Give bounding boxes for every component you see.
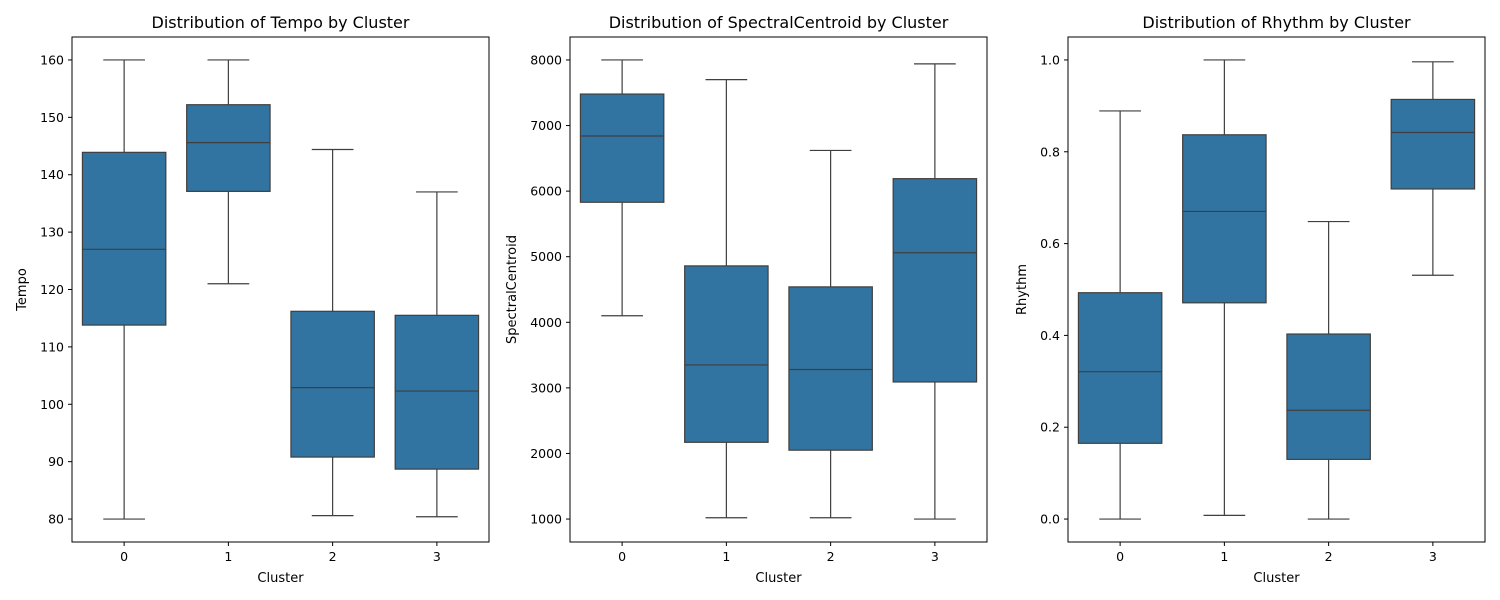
box-cluster-1 xyxy=(186,59,271,285)
box-cluster-0 xyxy=(81,59,167,520)
box-iqr xyxy=(394,314,480,470)
box-cluster-3 xyxy=(1390,61,1476,276)
axes-frame xyxy=(569,36,988,543)
x-tick-label: 2 xyxy=(827,549,835,564)
axes-frame xyxy=(1067,36,1486,543)
y-axis-label: Rhythm xyxy=(1015,264,1030,315)
y-tick-label: 0.6 xyxy=(1040,236,1060,251)
y-tick-label: 90 xyxy=(48,454,64,469)
y-tick-label: 7000 xyxy=(530,118,562,133)
box-cluster-1 xyxy=(1182,59,1267,516)
x-tick-label: 2 xyxy=(329,549,337,564)
y-tick-label: 150 xyxy=(40,110,64,125)
panel-title: Distribution of Rhythm by Cluster xyxy=(1142,13,1411,32)
x-axis-label: Cluster xyxy=(755,571,802,586)
y-axis-label: Tempo xyxy=(15,268,30,312)
x-axis-label: Cluster xyxy=(257,571,304,586)
box-iqr xyxy=(684,265,769,443)
panel-title: Distribution of SpectralCentroid by Clus… xyxy=(609,13,949,32)
y-tick-label: 4000 xyxy=(530,315,562,330)
x-tick-label: 1 xyxy=(722,549,730,564)
x-axis-label: Cluster xyxy=(1253,571,1300,586)
box-iqr xyxy=(892,178,978,383)
box-cluster-0 xyxy=(579,59,665,317)
y-tick-label: 80 xyxy=(48,512,64,527)
panel-rhythm: 0.0 0.2 0.4 0.6 0.8 1.0 0 1 2 3 Distribution of Rh… xyxy=(1015,13,1486,586)
y-tick-label: 120 xyxy=(40,282,64,297)
panel-spectralcentroid: 1000 2000 3000 4000 5000 6000 7000 8000 0 1 2 3 Dist… xyxy=(505,13,988,586)
box-iqr xyxy=(186,104,271,192)
y-tick-label: 100 xyxy=(40,397,64,412)
panel-tempo: 80 90 100 110 120 130 140 150 160 0 1 2 3 Distributio… xyxy=(15,13,490,586)
y-tick-label: 140 xyxy=(40,167,64,182)
y-tick-label: 130 xyxy=(40,225,64,240)
box-iqr xyxy=(290,310,375,458)
box-iqr xyxy=(1077,292,1163,444)
y-tick-label: 1000 xyxy=(530,512,562,527)
box-cluster-2 xyxy=(788,149,873,519)
box-iqr xyxy=(1390,98,1476,190)
y-axis-label: SpectralCentroid xyxy=(505,235,520,344)
box-iqr xyxy=(1182,134,1267,304)
y-tick-label: 1.0 xyxy=(1040,52,1060,67)
box-cluster-0 xyxy=(1077,110,1163,520)
x-tick-label: 0 xyxy=(120,549,128,564)
box-cluster-2 xyxy=(290,148,375,517)
box-iqr xyxy=(579,93,665,203)
x-tick-label: 3 xyxy=(433,549,441,564)
y-tick-label: 0.4 xyxy=(1040,328,1060,343)
box-iqr xyxy=(788,286,873,451)
x-tick-label: 0 xyxy=(1116,549,1124,564)
box-iqr xyxy=(81,151,167,326)
box-cluster-3 xyxy=(892,63,978,520)
panel-title: Distribution of Tempo by Cluster xyxy=(152,13,410,32)
x-tick-label: 3 xyxy=(931,549,939,564)
y-tick-label: 5000 xyxy=(530,249,562,264)
y-tick-label: 110 xyxy=(40,339,64,354)
box-iqr xyxy=(1286,333,1371,460)
y-tick-label: 3000 xyxy=(530,380,562,395)
x-tick-label: 0 xyxy=(618,549,626,564)
y-tick-label: 0.8 xyxy=(1040,144,1060,159)
y-tick-label: 0.2 xyxy=(1040,420,1060,435)
x-tick-label: 2 xyxy=(1325,549,1333,564)
x-tick-label: 1 xyxy=(1220,549,1228,564)
box-cluster-1 xyxy=(684,79,769,519)
x-tick-label: 3 xyxy=(1429,549,1437,564)
y-tick-label: 2000 xyxy=(530,446,562,461)
x-tick-label: 1 xyxy=(224,549,232,564)
y-tick-label: 8000 xyxy=(530,52,562,67)
box-cluster-3 xyxy=(394,191,480,518)
y-tick-label: 0.0 xyxy=(1040,512,1060,527)
y-tick-label: 160 xyxy=(40,52,64,67)
box-cluster-2 xyxy=(1286,220,1371,520)
y-tick-label: 6000 xyxy=(530,184,562,199)
